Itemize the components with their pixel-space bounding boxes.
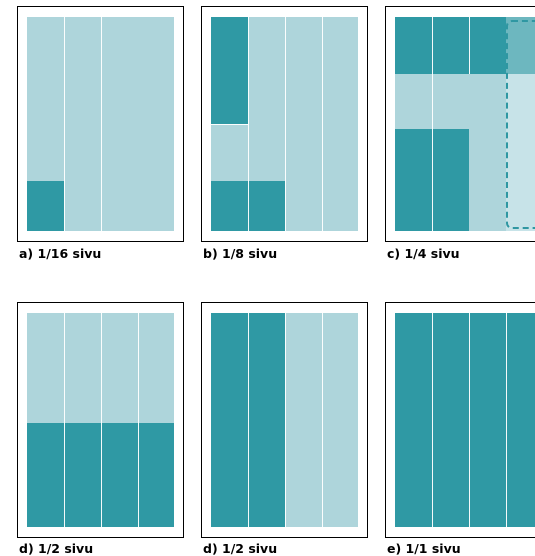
row-divider bbox=[211, 124, 248, 125]
vertical-quarter-outline bbox=[506, 20, 535, 229]
column-divider bbox=[64, 17, 65, 231]
layout-c-grid bbox=[395, 17, 535, 231]
layout-e-grid bbox=[395, 313, 535, 527]
column-divider bbox=[248, 17, 249, 231]
caption-d-vertical: d) 1/2 sivu bbox=[203, 541, 278, 556]
caption-e: e) 1/1 sivu bbox=[387, 541, 461, 556]
ad-area-1-16 bbox=[27, 181, 64, 231]
column-divider bbox=[469, 17, 470, 74]
caption-c: c) 1/4 sivu bbox=[387, 246, 460, 261]
caption-d-horizontal: d) 1/2 sivu bbox=[19, 541, 94, 556]
column-divider bbox=[432, 17, 433, 231]
column-divider bbox=[506, 313, 507, 527]
layout-d-vertical-grid bbox=[211, 313, 358, 527]
column-divider bbox=[248, 313, 249, 527]
column-divider bbox=[101, 17, 102, 231]
layout-a-page bbox=[17, 6, 184, 242]
caption-a: a) 1/16 sivu bbox=[19, 246, 102, 261]
column-divider bbox=[101, 313, 102, 527]
layout-d-horizontal-grid bbox=[27, 313, 174, 527]
layout-d-horizontal-page bbox=[17, 302, 184, 538]
ad-area-1-4-vertical-lower bbox=[506, 74, 535, 231]
layout-d-vertical-page bbox=[201, 302, 368, 538]
layout-b-page bbox=[201, 6, 368, 242]
caption-b: b) 1/8 sivu bbox=[203, 246, 278, 261]
ad-area-full-page bbox=[395, 313, 535, 527]
column-divider bbox=[64, 313, 65, 527]
column-divider bbox=[469, 313, 470, 527]
column-divider bbox=[138, 313, 139, 527]
layout-e-page bbox=[385, 302, 535, 538]
column-divider bbox=[322, 313, 323, 527]
layout-b-grid bbox=[211, 17, 358, 231]
layout-a-grid bbox=[27, 17, 174, 231]
layout-c-page bbox=[385, 6, 535, 242]
column-divider bbox=[285, 17, 286, 231]
column-divider bbox=[285, 313, 286, 527]
column-divider bbox=[322, 17, 323, 231]
column-divider bbox=[432, 313, 433, 527]
ad-area-1-4-vertical-overlay bbox=[506, 17, 535, 74]
ad-area-1-8-vertical bbox=[211, 17, 248, 124]
ad-area-1-2-horizontal bbox=[27, 423, 174, 527]
